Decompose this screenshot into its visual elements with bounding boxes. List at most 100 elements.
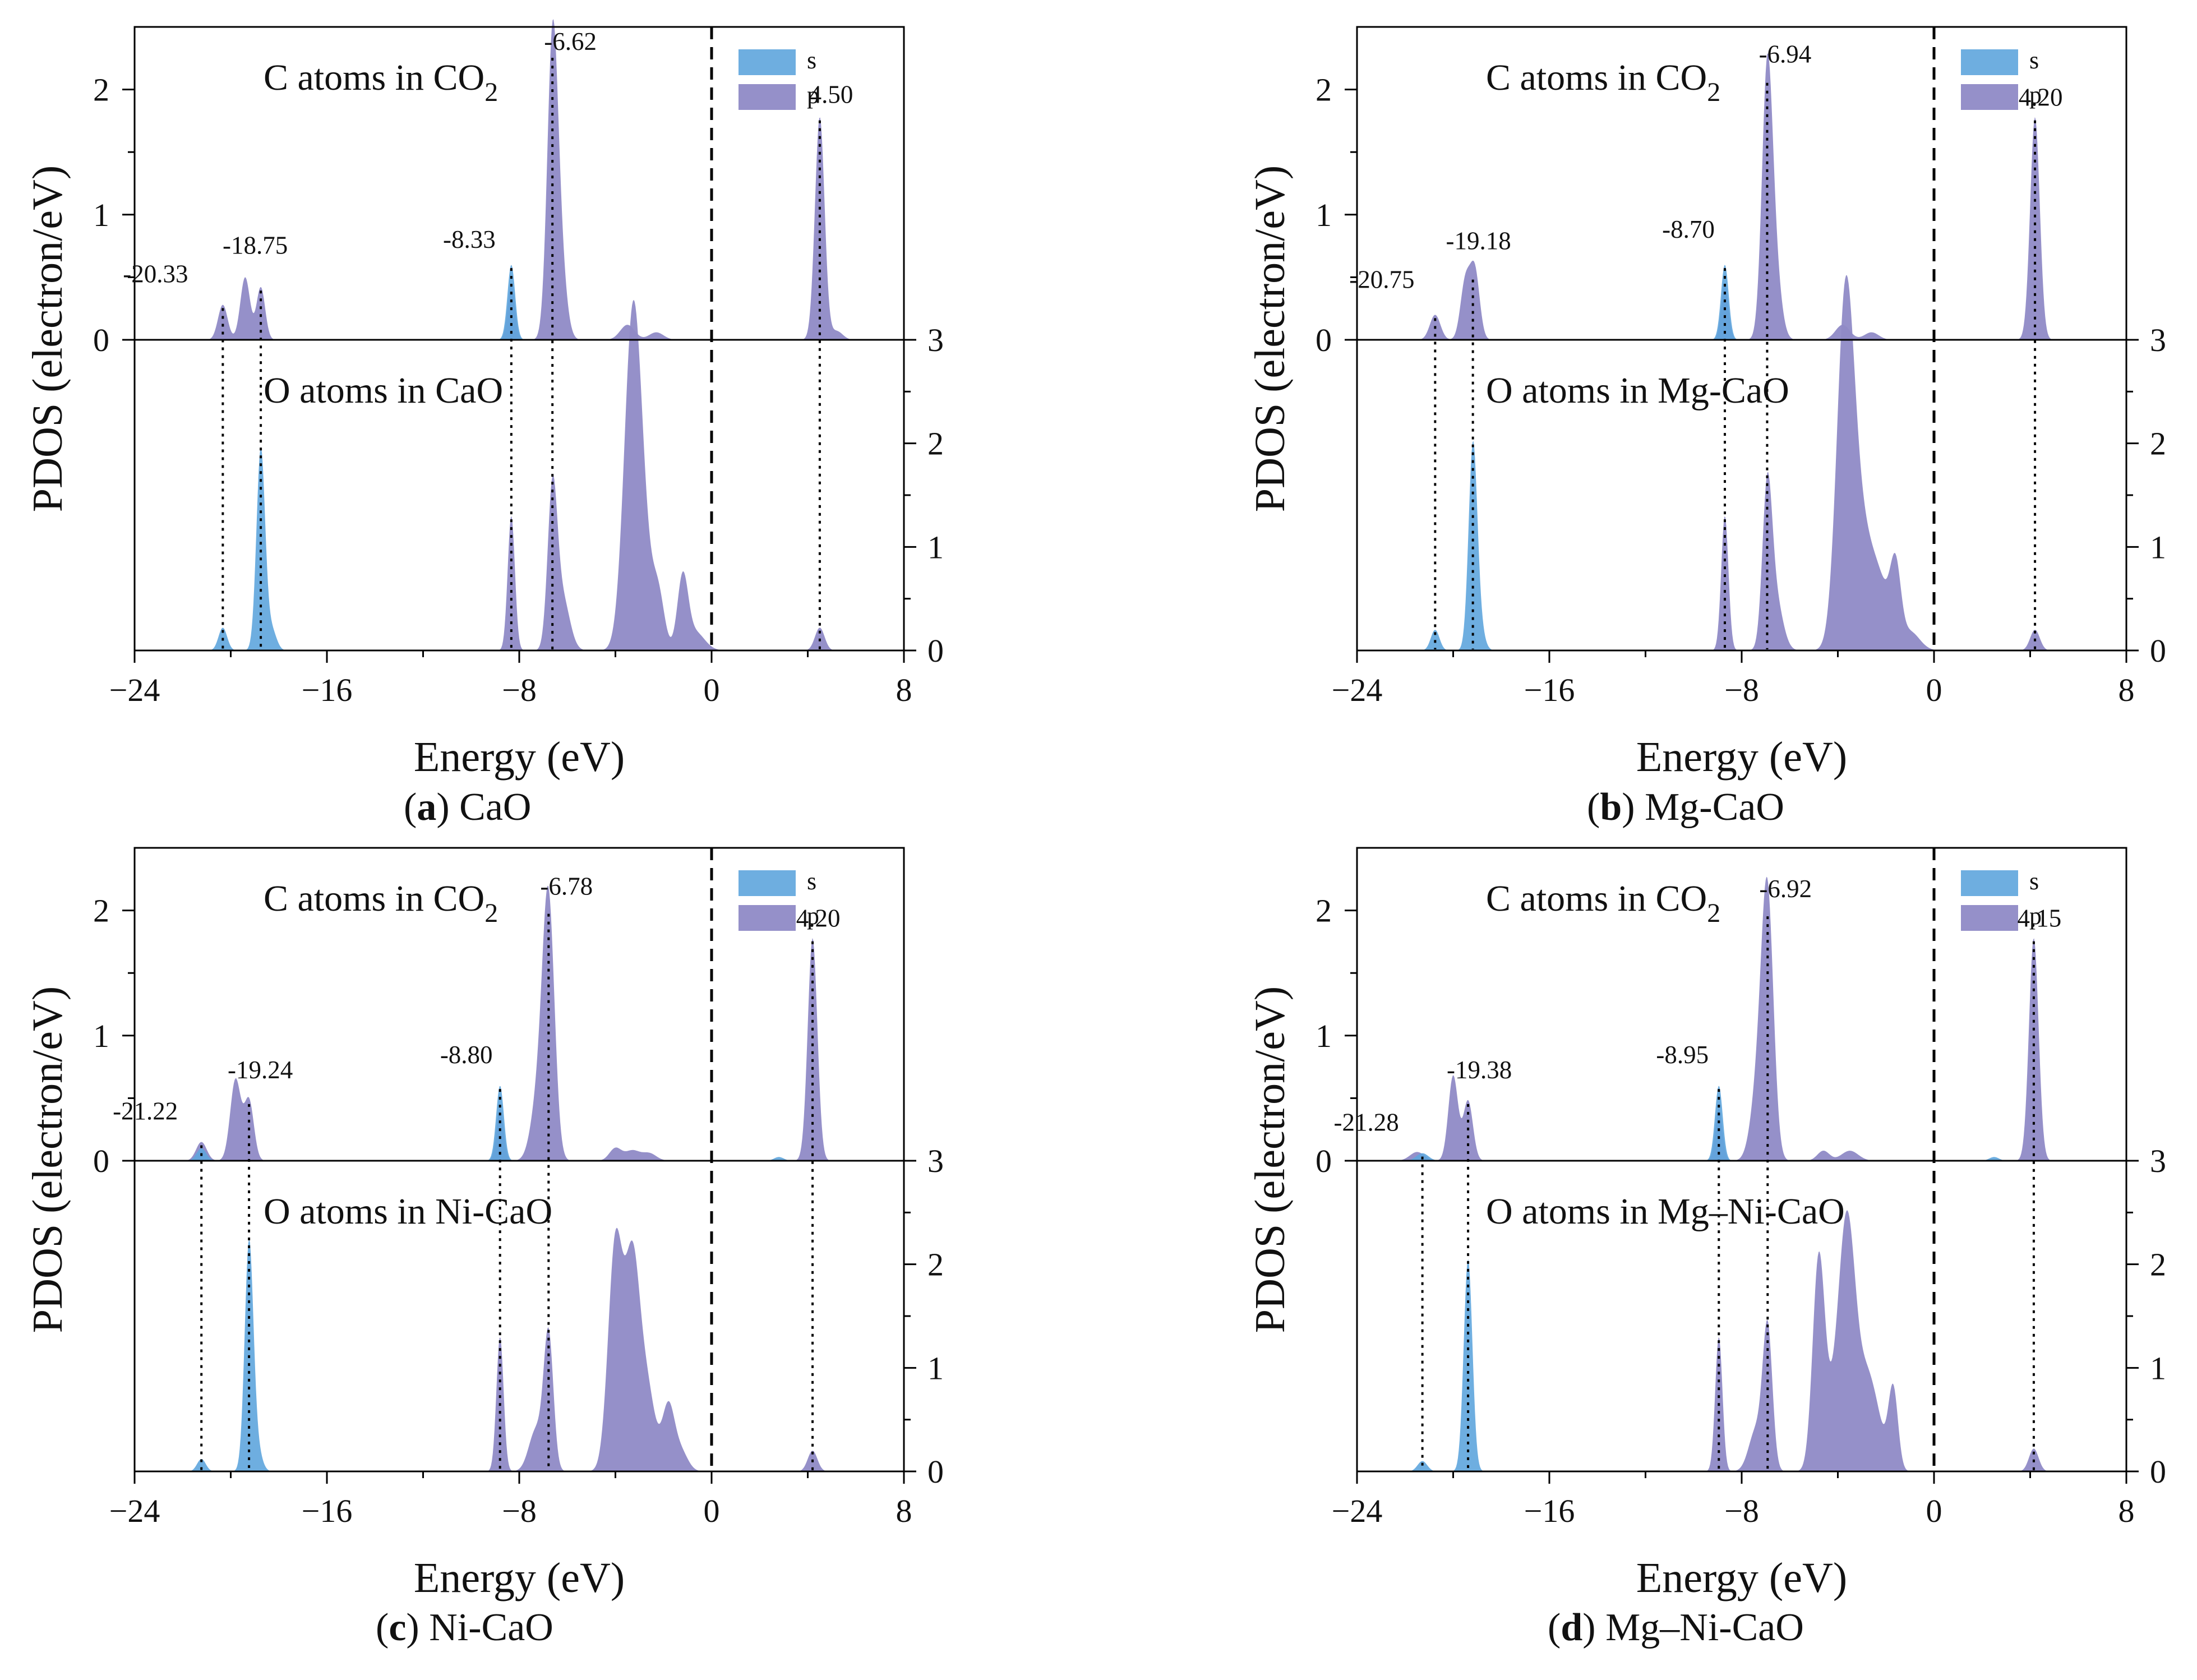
x-tick-label: 8 — [2118, 672, 2135, 708]
top-subplot-title-text: C atoms in CO — [264, 878, 484, 919]
panel-caption: (a) CaO — [404, 786, 531, 829]
x-tick-label: 0 — [1926, 1493, 1942, 1529]
bottom-y-tick-label: 0 — [927, 633, 944, 669]
top-y-tick-label: 1 — [1316, 197, 1332, 233]
x-tick-label: −24 — [109, 672, 160, 708]
caption-open-paren: ( — [404, 786, 417, 829]
legend-label-s: s — [807, 47, 816, 74]
legend-swatch-p — [1961, 84, 2018, 110]
top-y-tick-label: 0 — [93, 322, 109, 358]
bottom-y-tick-label: 0 — [2150, 1453, 2166, 1490]
bottom-y-tick-label: 3 — [927, 1143, 944, 1179]
x-tick-label: −8 — [1724, 1493, 1759, 1529]
x-tick-label: −16 — [1524, 1493, 1575, 1529]
caption-text: Ni-CaO — [429, 1606, 553, 1649]
bottom-y-tick-label: 1 — [2150, 1350, 2166, 1386]
y-axis-title: PDOS (electron/eV) — [1247, 165, 1294, 512]
top-subplot-title-subscript: 2 — [484, 898, 498, 928]
x-tick-label: 0 — [704, 672, 720, 708]
bottom-subplot-title: O atoms in CaO — [264, 370, 503, 411]
top-subplot-title: C atoms in CO2 — [1486, 878, 1720, 928]
top-subplot-title-text: C atoms in CO — [264, 57, 484, 98]
caption-letter: d — [1561, 1606, 1582, 1649]
top-y-tick-label: 2 — [93, 893, 109, 929]
x-axis-title: Energy (eV) — [1636, 733, 1847, 781]
x-tick-label: −24 — [109, 1493, 160, 1529]
peak-label-1: -19.24 — [228, 1056, 293, 1084]
caption-text: CaO — [459, 786, 531, 829]
peak-label-0: -20.75 — [1349, 265, 1414, 293]
peak-label-2: -8.95 — [1656, 1041, 1709, 1069]
bottom-y-tick-label: 1 — [2150, 529, 2166, 565]
peak-label-0: -20.33 — [123, 260, 188, 288]
caption-letter: b — [1600, 786, 1622, 829]
legend-swatch-s — [1961, 870, 2018, 896]
caption-close-paren: ) — [436, 786, 459, 829]
bottom-y-tick-label: 1 — [927, 1350, 944, 1386]
bottom-y-tick-label: 3 — [2150, 322, 2166, 358]
bottom-y-tick-label: 2 — [2150, 426, 2166, 462]
top-subplot-title-text: C atoms in CO — [1486, 57, 1707, 98]
bottom-y-tick-label: 0 — [927, 1453, 944, 1490]
panel-caption: (d) Mg–Ni-CaO — [1548, 1606, 1804, 1649]
x-tick-label: −8 — [1724, 672, 1759, 708]
legend-label-s: s — [2029, 47, 2039, 74]
top-subplot-title: C atoms in CO2 — [264, 57, 498, 107]
peak-label-2: -8.70 — [1662, 215, 1715, 243]
x-tick-label: 0 — [1926, 672, 1942, 708]
caption-text: Mg–Ni-CaO — [1605, 1606, 1804, 1649]
x-tick-label: −16 — [302, 672, 353, 708]
top-subplot-title-subscript: 2 — [1707, 898, 1720, 928]
y-axis-title: PDOS (electron/eV) — [24, 986, 71, 1333]
top-subplot-title: C atoms in CO2 — [1486, 57, 1720, 107]
peak-label-4: 4.20 — [2019, 84, 2063, 112]
caption-letter: c — [389, 1606, 406, 1649]
top-y-tick-label: 0 — [93, 1143, 109, 1179]
bottom-s-area — [1357, 1259, 2126, 1471]
peak-label-1: -19.18 — [1446, 227, 1511, 255]
peak-label-2: -8.80 — [440, 1041, 493, 1069]
x-tick-label: 8 — [2118, 1493, 2135, 1529]
top-y-tick-label: 1 — [93, 1018, 109, 1054]
x-tick-label: 0 — [704, 1493, 720, 1529]
legend-label-s: s — [2029, 867, 2039, 895]
top-y-tick-label: 2 — [93, 72, 109, 108]
legend-label-p: p — [807, 902, 819, 930]
legend-label-p: p — [2029, 81, 2042, 109]
bottom-s-area — [135, 447, 904, 650]
top-subplot-title-text: C atoms in CO — [1486, 878, 1707, 919]
peak-label-4: 4.50 — [809, 81, 853, 109]
x-axis-title: Energy (eV) — [1636, 1554, 1847, 1601]
legend-label-p: p — [2029, 902, 2042, 930]
bottom-p-area — [135, 299, 904, 650]
bottom-y-tick-label: 3 — [2150, 1143, 2166, 1179]
peak-label-0: -21.28 — [1333, 1109, 1398, 1137]
y-axis-title: PDOS (electron/eV) — [1247, 986, 1294, 1333]
peak-label-3: -6.92 — [1759, 875, 1812, 903]
peak-label-4: 4.20 — [796, 904, 841, 933]
top-y-tick-label: 2 — [1316, 72, 1332, 108]
bottom-subplot-title: O atoms in Mg-CaO — [1486, 370, 1789, 411]
top-y-tick-label: 0 — [1316, 1143, 1332, 1179]
peak-label-0: -21.22 — [113, 1097, 178, 1125]
bottom-y-tick-label: 0 — [2150, 633, 2166, 669]
legend-label-p: p — [807, 81, 819, 109]
x-tick-label: −24 — [1332, 672, 1383, 708]
y-axis-title: PDOS (electron/eV) — [24, 165, 71, 512]
x-tick-label: −8 — [502, 672, 537, 708]
bottom-y-tick-label: 2 — [927, 426, 944, 462]
bottom-y-tick-label: 2 — [927, 1247, 944, 1283]
bottom-y-tick-label: 1 — [927, 529, 944, 565]
top-y-tick-label: 0 — [1316, 322, 1332, 358]
caption-open-paren: ( — [1548, 1606, 1561, 1649]
legend-swatch-s — [739, 870, 796, 896]
top-y-tick-label: 1 — [1316, 1018, 1332, 1054]
x-axis-title: Energy (eV) — [414, 1554, 625, 1601]
peak-label-1: -19.38 — [1447, 1056, 1512, 1084]
peak-label-3: -6.94 — [1759, 40, 1812, 68]
x-tick-label: 8 — [896, 672, 912, 708]
